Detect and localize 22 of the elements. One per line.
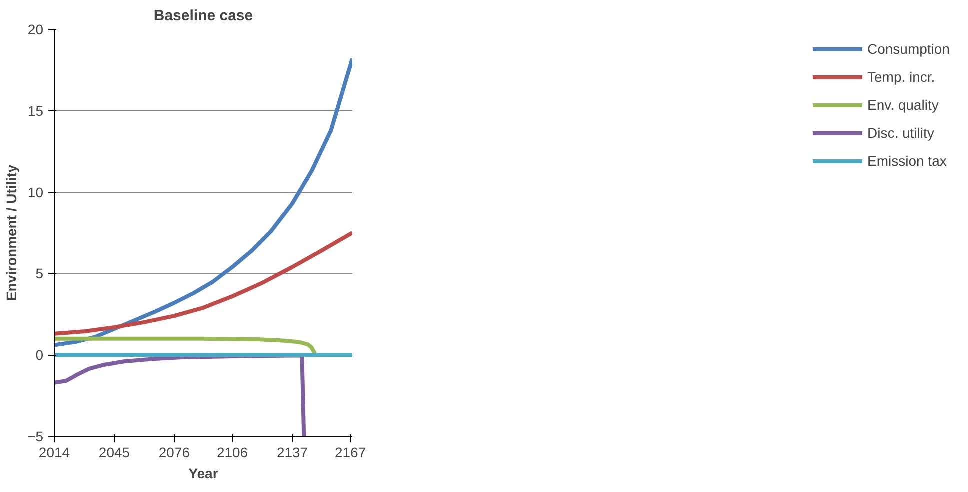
x-tick-label: 2076 — [158, 444, 190, 460]
chart-title: Baseline case — [154, 8, 254, 24]
line-series — [54, 56, 352, 348]
line-series — [54, 231, 352, 336]
x-tick-label: 2014 — [38, 444, 70, 460]
x-tick-label: 2137 — [276, 444, 308, 460]
y-tick-label: 0 — [36, 347, 44, 364]
legend-label: Emission tax — [868, 153, 947, 169]
legend-label: Env. quality — [868, 97, 939, 113]
x-tick-label: 2106 — [216, 444, 248, 460]
legend-label: Disc. utility — [868, 125, 934, 141]
x-tick-label: 2045 — [98, 444, 130, 460]
y-tick-label: −5 — [28, 428, 44, 444]
x-axis-title: Year — [188, 466, 219, 482]
legend-label: Consumption — [868, 41, 950, 57]
x-tick-label: 2167 — [334, 444, 366, 460]
legend-label: Temp. incr. — [868, 69, 936, 85]
y-axis-title: Environment / Utility — [4, 164, 20, 302]
y-tick-label: 20 — [28, 22, 44, 38]
y-tick-label: 15 — [28, 102, 44, 119]
y-tick-label: 5 — [36, 266, 44, 282]
y-tick-label: 10 — [28, 184, 44, 200]
